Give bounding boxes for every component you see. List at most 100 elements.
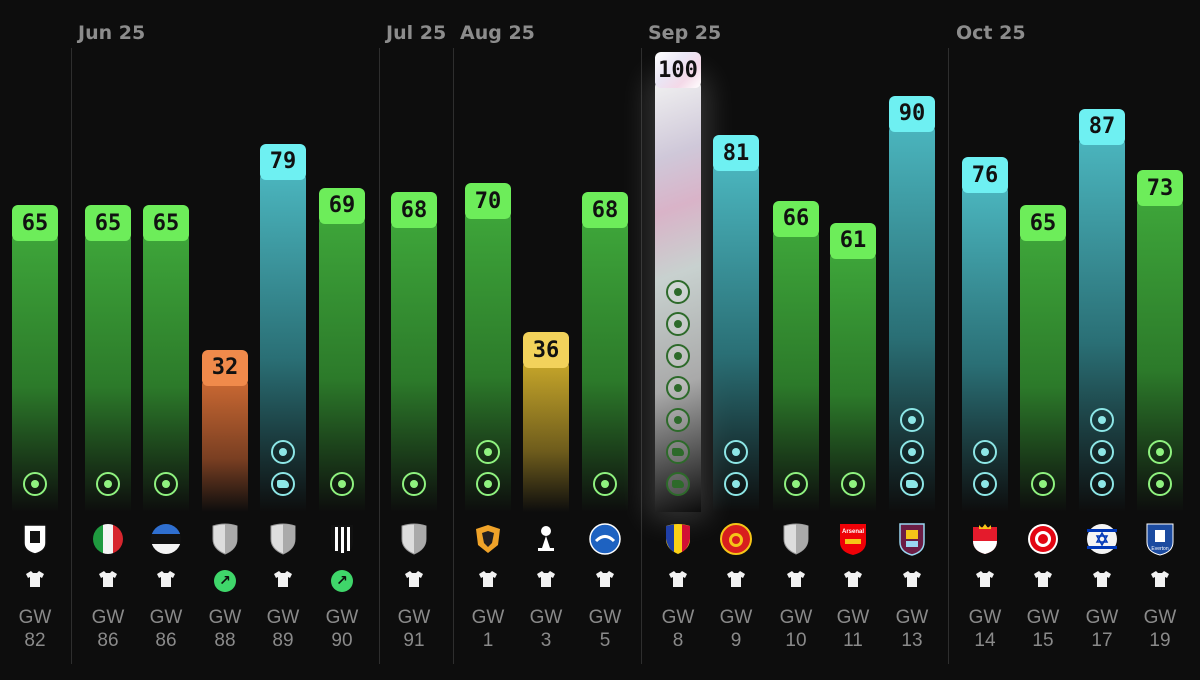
- goal-icon: [900, 408, 924, 432]
- gameweek-number: 5: [599, 630, 611, 651]
- gameweek-prefix: GW: [719, 607, 753, 628]
- gameweek-prefix: GW: [779, 607, 813, 628]
- rating-bar[interactable]: [12, 233, 58, 512]
- rating-bar[interactable]: [85, 233, 131, 512]
- month-divider: [71, 48, 72, 664]
- rating-bar[interactable]: [143, 233, 189, 512]
- gameweek-number: 15: [1032, 630, 1054, 651]
- gameweek-label: GW 17: [1072, 606, 1132, 652]
- rating-bar[interactable]: [465, 211, 511, 512]
- month-divider: [453, 48, 454, 664]
- rating-bar[interactable]: [1137, 198, 1183, 512]
- goal-icon: [1090, 408, 1114, 432]
- gameweek-prefix: GW: [968, 607, 1002, 628]
- gameweek-number: 1: [482, 630, 494, 651]
- rating-value: 69: [319, 187, 365, 224]
- rating-value: 79: [260, 143, 306, 180]
- gameweek-number: 86: [155, 630, 177, 651]
- gameweek-label: GW 89: [253, 606, 313, 652]
- gameweek-prefix: GW: [588, 607, 622, 628]
- rating-value: 90: [889, 95, 935, 132]
- rating-value: 36: [523, 332, 569, 369]
- andorra-flag-icon: [662, 522, 694, 556]
- assist-boot-icon: [900, 472, 924, 496]
- generic-shield-icon: [780, 522, 812, 556]
- rating-value: 65: [12, 205, 58, 242]
- goal-icon: [666, 344, 690, 368]
- gameweek-prefix: GW: [18, 607, 52, 628]
- gameweek-number: 14: [974, 630, 996, 651]
- rating-value: 61: [830, 222, 876, 259]
- gameweek-number: 10: [785, 630, 807, 651]
- man-utd-crest-icon: [720, 522, 752, 556]
- gameweek-label: GW 13: [882, 606, 942, 652]
- gameweek-label: GW 86: [78, 606, 138, 652]
- gameweek-label: GW 1: [458, 606, 518, 652]
- shirt-icon: [536, 570, 556, 588]
- rating-value: 87: [1079, 108, 1125, 145]
- rating-bar[interactable]: [319, 215, 365, 512]
- goal-icon: [1031, 472, 1055, 496]
- shirt-icon: [668, 570, 688, 588]
- shirt-icon: [902, 570, 922, 588]
- month-label: Aug 25: [460, 22, 535, 44]
- goal-icon: [724, 440, 748, 464]
- estonia-flag-icon: [150, 522, 182, 556]
- generic-shield-icon: [209, 522, 241, 556]
- goal-icon: [154, 472, 178, 496]
- rating-value: 76: [962, 157, 1008, 194]
- everton-crest-text: Everton: [1151, 546, 1168, 552]
- gameweek-label: GW 19: [1130, 606, 1190, 652]
- gameweek-number: 3: [540, 630, 552, 651]
- gameweek-prefix: GW: [836, 607, 870, 628]
- everton-crest-icon: Everton: [1144, 522, 1176, 556]
- rating-value: 32: [202, 349, 248, 386]
- gameweek-label: GW 90: [312, 606, 372, 652]
- wolves-crest-icon: [472, 522, 504, 556]
- gameweek-label: GW 10: [766, 606, 826, 652]
- burnley-crest-icon: [896, 522, 928, 556]
- goal-icon: [271, 440, 295, 464]
- shirt-icon: [843, 570, 863, 588]
- rating-bar[interactable]: [391, 220, 437, 512]
- monaco-crest-icon: [969, 522, 1001, 556]
- gameweek-label: GW 82: [5, 606, 65, 652]
- month-label: Sep 25: [648, 22, 722, 44]
- rating-value: 68: [582, 192, 628, 229]
- goal-icon: [973, 440, 997, 464]
- shirt-icon: [98, 570, 118, 588]
- brighton-crest-icon: [589, 522, 621, 556]
- assist-boot-icon: [666, 440, 690, 464]
- gameweek-number: 88: [214, 630, 236, 651]
- gameweek-number: 86: [97, 630, 119, 651]
- gameweek-prefix: GW: [1026, 607, 1060, 628]
- goal-icon: [973, 472, 997, 496]
- goal-icon: [23, 472, 47, 496]
- gameweek-number: 19: [1149, 630, 1171, 651]
- rating-bar[interactable]: [202, 377, 248, 512]
- gameweek-number: 13: [901, 630, 923, 651]
- rating-bar[interactable]: [1020, 233, 1066, 512]
- gameweek-prefix: GW: [325, 607, 359, 628]
- gameweek-prefix: GW: [471, 607, 505, 628]
- arsenal-crest-text: Arsenal: [842, 529, 864, 535]
- goal-icon: [666, 408, 690, 432]
- substitution-icon: ↗: [331, 570, 353, 592]
- rating-value: 65: [1020, 205, 1066, 242]
- rating-bar[interactable]: [523, 360, 569, 512]
- gameweek-number: 17: [1091, 630, 1113, 651]
- month-label: Jul 25: [386, 22, 447, 44]
- gameweek-number: 8: [672, 630, 684, 651]
- shirt-icon: [156, 570, 176, 588]
- month-divider: [641, 48, 642, 664]
- gameweek-number: 91: [403, 630, 425, 651]
- gameweek-label: GW 3: [516, 606, 576, 652]
- goal-icon: [666, 280, 690, 304]
- rating-bar[interactable]: [582, 220, 628, 512]
- gameweek-label: GW 11: [823, 606, 883, 652]
- rating-bar[interactable]: [830, 250, 876, 512]
- rating-value: 65: [143, 205, 189, 242]
- goal-icon: [666, 312, 690, 336]
- rating-value: 70: [465, 183, 511, 220]
- rating-bar[interactable]: [773, 228, 819, 512]
